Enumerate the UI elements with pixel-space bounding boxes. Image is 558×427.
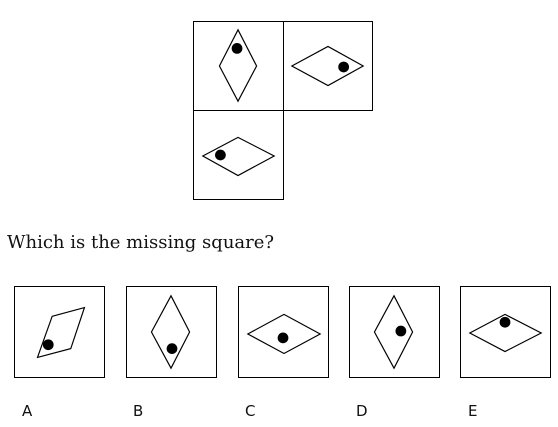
horizontal-diamond-with-dot-figure [201,136,276,177]
option-c-label: C [245,402,256,420]
puzzle-cell-top-right [283,21,373,111]
question-text: Which is the missing square? [7,232,275,253]
option-b-box[interactable] [126,286,217,378]
option-d-box[interactable] [349,286,440,378]
horizontal-diamond-with-dot-figure [468,313,543,353]
option-e-box[interactable] [460,286,551,378]
option-a-label: A [22,402,33,420]
option-e-label: E [468,402,478,420]
vertical-diamond-with-dot-figure [373,294,414,370]
puzzle-cell-top-left [193,21,284,111]
parallelogram-with-dot-figure [36,306,86,359]
option-b-label: B [133,402,144,420]
vertical-diamond-with-dot-figure [218,28,258,103]
option-a-box[interactable] [14,286,105,378]
puzzle-cell-bottom-left [193,110,284,200]
horizontal-diamond-with-dot-figure [290,45,365,87]
horizontal-diamond-with-dot-figure [246,313,322,355]
option-c-box[interactable] [238,286,329,378]
vertical-diamond-with-dot-figure [150,294,191,370]
option-d-label: D [356,402,368,420]
